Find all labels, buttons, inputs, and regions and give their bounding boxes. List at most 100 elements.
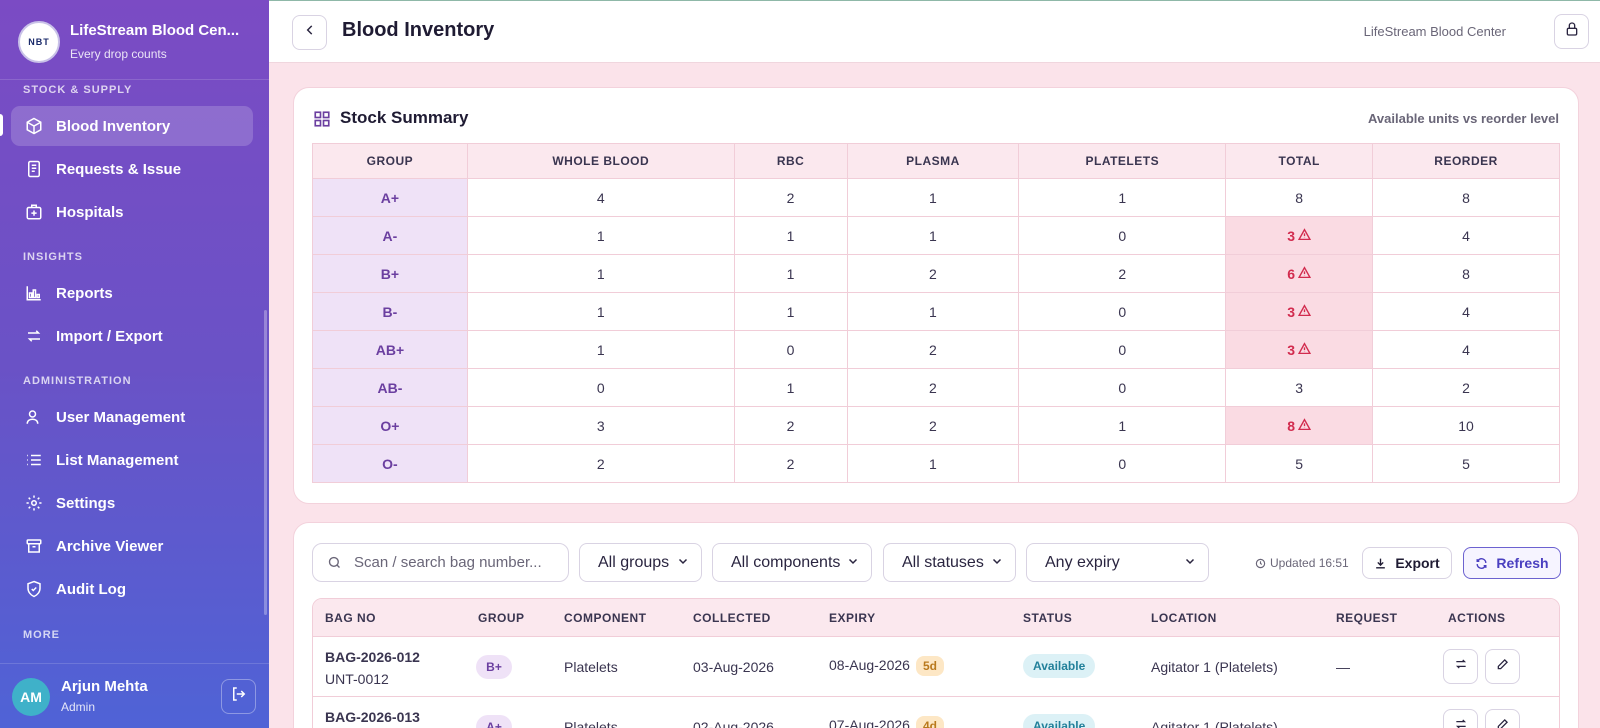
total-cell: 3 <box>1225 368 1374 407</box>
cell-value: 4 <box>596 189 605 206</box>
table-row: B+ 1 1 2 2 6 8 <box>312 254 1560 293</box>
sidebar-item-settings[interactable]: Settings <box>11 483 253 523</box>
rbc-cell: 1 <box>733 292 848 331</box>
refresh-button[interactable]: Refresh <box>1463 547 1561 579</box>
column-header: WHOLE BLOOD <box>466 143 735 179</box>
export-button[interactable]: Export <box>1362 547 1452 579</box>
platelets-cell: 1 <box>1018 178 1227 217</box>
status-filter-select[interactable]: All statuses <box>883 543 1016 582</box>
brand: NBT LifeStream Blood Cen... Every drop c… <box>0 0 269 80</box>
cell-value: 2 <box>929 379 937 396</box>
search-input[interactable]: Scan / search bag number... <box>312 543 569 582</box>
sidebar-item-audit-log[interactable]: Audit Log <box>11 569 253 609</box>
list-icon <box>24 450 44 470</box>
table-row[interactable]: BAG-2026-013UNT-0013A+Platelets02-Aug-20… <box>313 697 1559 728</box>
group-cell: AB- <box>312 368 468 407</box>
bag-number: BAG-2026-012 <box>325 649 420 665</box>
rbc-cell: 1 <box>733 216 848 255</box>
bag-number: BAG-2026-013 <box>325 709 420 725</box>
edit-button[interactable] <box>1485 709 1520 728</box>
cell-value: 1 <box>786 379 795 396</box>
column-header: REORDER <box>1372 143 1560 179</box>
total-cell: 8 <box>1225 178 1374 217</box>
logout-button[interactable] <box>221 679 256 714</box>
cell-value: 8 <box>1462 265 1470 282</box>
sidebar-item-import-export[interactable]: Import / Export <box>11 316 253 356</box>
group-filter-value: All groups <box>598 553 670 571</box>
move-button[interactable] <box>1443 709 1478 728</box>
cell-value: 1 <box>929 303 937 320</box>
expiry-cell: 07-Aug-2026 4d <box>829 716 944 728</box>
user-profile: AM Arjun Mehta Admin <box>0 663 269 728</box>
lock-button[interactable] <box>1554 14 1589 49</box>
column-header: BAG NO <box>325 611 376 625</box>
sidebar-scrollbar[interactable] <box>264 310 267 615</box>
rbc-cell: 1 <box>733 368 848 407</box>
cell-value: 3 <box>1287 227 1296 244</box>
status-badge: Available <box>1023 714 1096 728</box>
cell-value: 2 <box>929 265 937 282</box>
sidebar-item-user-management[interactable]: User Management <box>11 397 253 437</box>
expiry-filter-select[interactable]: Any expiry <box>1026 543 1209 582</box>
table-row[interactable]: BAG-2026-012 UNT-0012 B+ Platelets 03-Aug-20… <box>313 637 1559 697</box>
warning-icon <box>1297 227 1312 244</box>
archive-icon <box>24 536 44 556</box>
group-filter-select[interactable]: All groups <box>579 543 702 582</box>
reorder-cell: 2 <box>1372 368 1560 407</box>
cell-value: 1 <box>786 265 795 282</box>
column-header: LOCATION <box>1151 611 1217 625</box>
chevron-left-icon <box>303 23 317 42</box>
cell-value: 3 <box>1287 303 1296 320</box>
whole-cell: 1 <box>466 292 735 331</box>
back-button[interactable] <box>292 15 327 50</box>
expiry-cell: 08-Aug-2026 5d <box>829 656 944 676</box>
table-row: O- 2 2 1 0 5 5 <box>312 444 1560 483</box>
sidebar-item-reports[interactable]: Reports <box>11 273 253 313</box>
group-cell: AB+ <box>312 330 468 369</box>
sidebar-item-archive-viewer[interactable]: Archive Viewer <box>11 526 253 566</box>
updated-timestamp: Updated 16:51 <box>1255 556 1349 570</box>
sidebar-item-list-management[interactable]: List Management <box>11 440 253 480</box>
user-icon <box>24 407 44 427</box>
cell-value: 0 <box>1118 341 1127 358</box>
user-role: Admin <box>61 700 96 714</box>
whole-cell: 4 <box>466 178 735 217</box>
cell-value: 2 <box>929 417 937 434</box>
cell-value: 0 <box>1118 227 1127 244</box>
cell-value: 3 <box>1287 341 1296 358</box>
plasma-cell: 1 <box>846 178 1020 217</box>
move-button[interactable] <box>1443 649 1478 684</box>
cell-value: 2 <box>1118 265 1127 282</box>
rbc-cell: 0 <box>733 330 848 369</box>
sidebar-item-label: User Management <box>56 408 186 426</box>
cell-value: 5 <box>1295 455 1304 472</box>
cell-value: 1 <box>596 341 605 358</box>
request-cell: — <box>1336 719 1350 728</box>
group-cell: B+ <box>312 254 468 293</box>
swap-icon <box>1454 657 1468 676</box>
sidebar-item-hospitals[interactable]: Hospitals <box>11 192 253 232</box>
component-filter-select[interactable]: All components <box>712 543 872 582</box>
sidebar-item-label: Reports <box>56 284 113 302</box>
cell-value: 2 <box>596 455 605 472</box>
cell-value: 6 <box>1287 265 1296 282</box>
group-badge: B+ <box>476 655 512 679</box>
chevron-down-icon <box>847 554 859 572</box>
cell-value: AB+ <box>375 341 405 358</box>
platelets-cell: 0 <box>1018 292 1227 331</box>
avatar[interactable]: AM <box>12 678 50 716</box>
sidebar-item-requests-issue[interactable]: Requests & Issue <box>11 149 253 189</box>
receipt-icon <box>24 159 44 179</box>
sidebar-item-blood-inventory[interactable]: Blood Inventory <box>11 106 253 146</box>
refresh-icon <box>1475 557 1488 570</box>
rbc-cell: 2 <box>733 444 848 483</box>
table-header-row: BAG NO GROUP COMPONENT COLLECTED EXPIRY … <box>313 599 1559 637</box>
column-header: REQUEST <box>1336 611 1398 625</box>
column-header: GROUP <box>478 611 525 625</box>
status-filter-value: All statuses <box>902 553 984 571</box>
summary-note: Available units vs reorder level <box>1368 111 1559 126</box>
location-cell: Agitator 1 (Platelets) <box>1151 719 1278 728</box>
cell-value: 1 <box>786 303 795 320</box>
edit-button[interactable] <box>1485 649 1520 684</box>
cell-value: 3 <box>596 417 605 434</box>
